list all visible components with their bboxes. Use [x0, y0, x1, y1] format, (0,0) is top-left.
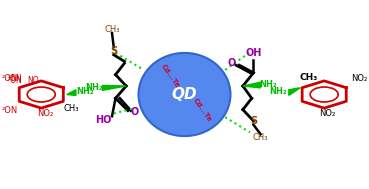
Text: NO: NO [27, 76, 39, 85]
Ellipse shape [138, 53, 231, 136]
Polygon shape [289, 88, 300, 95]
Text: NH₂: NH₂ [86, 83, 103, 92]
Polygon shape [243, 82, 261, 88]
Text: Cd...Te: Cd...Te [160, 63, 181, 88]
Text: NH₂: NH₂ [269, 87, 287, 96]
Text: NH₂: NH₂ [259, 80, 276, 89]
Text: QD: QD [172, 87, 197, 102]
Polygon shape [67, 90, 76, 95]
Text: CH₃: CH₃ [63, 104, 79, 113]
Text: NO₂: NO₂ [320, 109, 336, 118]
Text: NH₂: NH₂ [77, 87, 94, 96]
Text: S: S [250, 116, 257, 126]
Text: HO: HO [95, 115, 111, 125]
Text: CH₃: CH₃ [104, 25, 120, 34]
Text: OH: OH [245, 48, 262, 58]
Text: CH₃: CH₃ [299, 73, 317, 82]
Text: ²ON: ²ON [2, 74, 18, 83]
Text: NO₂: NO₂ [37, 109, 53, 118]
Text: ²ON: ²ON [2, 106, 18, 115]
Text: CH₃: CH₃ [253, 133, 268, 143]
Text: ²ON: ²ON [7, 74, 22, 83]
Polygon shape [103, 85, 126, 90]
Text: ²ON: ²ON [8, 76, 23, 85]
Text: NO₂: NO₂ [351, 74, 367, 83]
Text: O: O [131, 107, 139, 116]
Text: O: O [227, 58, 236, 68]
Text: S: S [110, 46, 117, 56]
Text: Cd...Te: Cd...Te [192, 97, 213, 122]
